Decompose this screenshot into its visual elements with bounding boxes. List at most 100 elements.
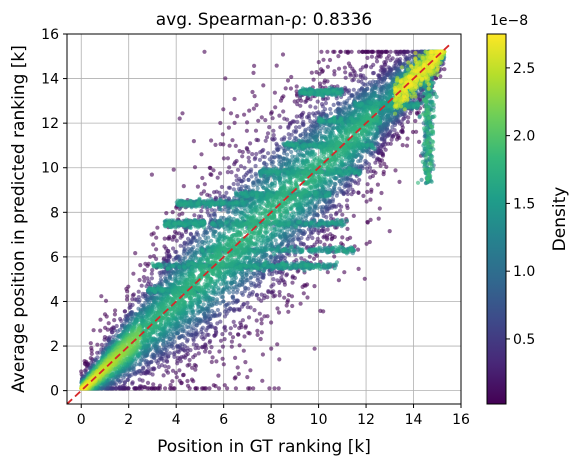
- scatter-point: [179, 355, 184, 360]
- scatter-point: [199, 152, 204, 157]
- scatter-point: [230, 294, 236, 299]
- scatter-point: [255, 328, 260, 333]
- scatter-point: [413, 118, 418, 124]
- scatter-point: [332, 49, 337, 54]
- scatter-point: [89, 351, 94, 356]
- scatter-point: [234, 173, 239, 178]
- scatter-point: [342, 65, 347, 70]
- scatter-point: [352, 70, 357, 75]
- scatter-point: [104, 314, 109, 319]
- scatter-point: [357, 177, 362, 183]
- scatter-point: [141, 365, 146, 370]
- scatter-point: [393, 168, 398, 173]
- scatter-point: [318, 205, 323, 210]
- scatter-point: [235, 167, 241, 172]
- scatter-point: [149, 271, 154, 276]
- scatter-point: [196, 351, 201, 356]
- scatter-point: [325, 270, 330, 275]
- scatter-point: [125, 289, 130, 294]
- scatter-point: [261, 147, 266, 153]
- scatter-point: [281, 109, 286, 114]
- scatter-point: [257, 157, 262, 162]
- scatter-point: [239, 290, 244, 296]
- scatter-point: [256, 118, 261, 123]
- scatter-point: [410, 129, 416, 135]
- scatter-point: [265, 131, 271, 136]
- scatter-point: [371, 70, 376, 76]
- scatter-point: [241, 348, 246, 353]
- scatter-point: [137, 377, 142, 382]
- scatter-point: [317, 228, 322, 233]
- scatter-point: [149, 172, 154, 177]
- scatter-point: [368, 197, 373, 202]
- scatter-point: [280, 52, 286, 57]
- scatter-point: [181, 184, 186, 189]
- scatter-point: [193, 386, 198, 391]
- scatter-point: [271, 128, 276, 133]
- scatter-point: [149, 367, 154, 372]
- scatter-point: [228, 331, 233, 336]
- scatter-point: [397, 179, 402, 184]
- scatter-point: [209, 359, 214, 365]
- scatter-point: [202, 241, 207, 246]
- scatter-point: [325, 64, 330, 69]
- scatter-point: [378, 163, 383, 168]
- scatter-point: [216, 386, 222, 391]
- scatter-point: [350, 187, 355, 192]
- scatter-point: [264, 180, 269, 185]
- scatter-point: [345, 237, 350, 242]
- scatter-point: [225, 156, 230, 161]
- scatter-point: [212, 208, 217, 213]
- scatter-point: [290, 274, 295, 279]
- scatter-point: [235, 114, 240, 119]
- scatter-point: [217, 190, 222, 195]
- scatter-point: [207, 350, 212, 355]
- scatter-point: [232, 120, 237, 125]
- scatter-point: [278, 98, 284, 103]
- scatter-point: [185, 363, 190, 368]
- scatter-point: [99, 294, 104, 299]
- scatter-point: [276, 147, 281, 152]
- scatter-point: [91, 328, 96, 333]
- scatter-point: [220, 344, 225, 349]
- scatter-point: [299, 115, 304, 120]
- scatter-point: [259, 115, 264, 120]
- scatter-point: [290, 303, 295, 309]
- scatter-point: [364, 199, 369, 204]
- scatter-point: [235, 182, 241, 187]
- scatter-point: [214, 297, 220, 302]
- scatter-point: [316, 60, 321, 65]
- scatter-point: [187, 357, 192, 363]
- scatter-point: [285, 117, 290, 122]
- scatter-point: [117, 384, 123, 389]
- scatter-point: [311, 256, 317, 261]
- scatter-point: [227, 165, 232, 170]
- scatter-point: [342, 270, 347, 275]
- scatter-point: [237, 325, 242, 331]
- scatter-point: [364, 241, 369, 246]
- scatter-point: [229, 170, 234, 175]
- scatter-point: [247, 291, 253, 296]
- scatter-point: [290, 280, 295, 285]
- scatter-point: [221, 107, 226, 112]
- scatter-point: [285, 298, 291, 303]
- scatter-point: [309, 70, 314, 75]
- scatter-point: [249, 174, 254, 179]
- scatter-point: [269, 284, 274, 289]
- scatter-point: [209, 172, 214, 177]
- scatter-point: [345, 198, 350, 203]
- scatter-point: [227, 306, 232, 311]
- scatter-point: [245, 300, 250, 306]
- scatter-point: [199, 208, 204, 214]
- scatter-point: [286, 125, 291, 130]
- scatter-point: [130, 380, 135, 385]
- scatter-point: [384, 49, 390, 54]
- scatter-point: [114, 323, 119, 329]
- scatter-point: [334, 210, 339, 215]
- scatter-point: [246, 177, 251, 182]
- scatter-point: [164, 368, 169, 373]
- scatter-point: [371, 136, 376, 141]
- scatter-point: [405, 136, 410, 141]
- scatter-point: [200, 325, 205, 330]
- scatter-point: [344, 203, 350, 208]
